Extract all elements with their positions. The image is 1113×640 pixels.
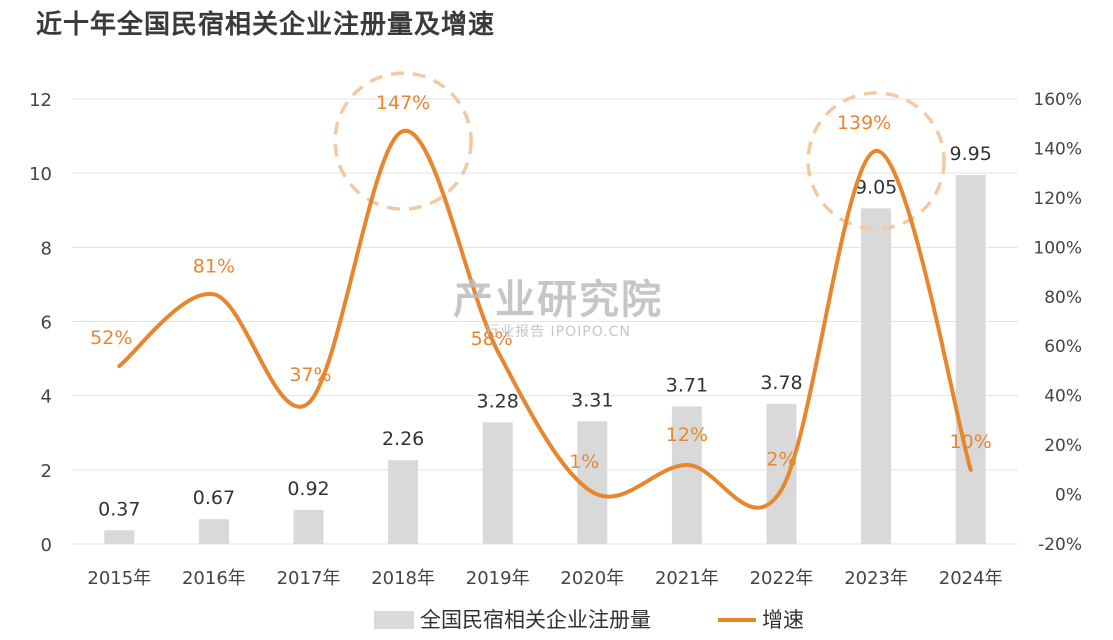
bar [671, 406, 702, 544]
x-tick-label: 2016年 [182, 568, 246, 589]
right-tick-label: 0% [1055, 486, 1082, 506]
x-tick-label: 2017年 [277, 568, 341, 589]
bar [198, 519, 229, 544]
x-tick-label: 2023年 [844, 568, 908, 589]
left-tick-label: 10 [29, 164, 52, 185]
legend-bar-swatch [374, 611, 414, 629]
bar [766, 403, 797, 544]
right-tick-label: -20% [1038, 535, 1082, 555]
growth-value-label: 2% [766, 449, 796, 471]
chart-title: 近十年全国民宿相关企业注册量及增速 [36, 10, 496, 40]
bar-value-label: 3.31 [571, 389, 613, 411]
growth-value-label: 52% [90, 327, 132, 349]
x-tick-label: 2020年 [560, 568, 624, 589]
x-tick-label: 2019年 [466, 568, 530, 589]
x-axis: 2015年 2016年 2017年 2018年 2019年 2020年 2021年 2022年… [87, 568, 1002, 589]
bar-value-label: 9.95 [950, 143, 992, 165]
right-tick-label: 80% [1044, 288, 1082, 308]
line-value-labels: 52% 81% 37% 147% 58% 1% 12% 2% 139% 10% [90, 92, 992, 473]
x-tick-label: 2021年 [655, 568, 719, 589]
bar-series [104, 175, 986, 545]
bar-value-label: 3.78 [760, 372, 802, 394]
growth-value-label: 58% [471, 328, 513, 350]
left-tick-label: 12 [29, 90, 52, 111]
bar-value-label: 0.67 [193, 487, 235, 509]
right-tick-label: 40% [1044, 387, 1082, 407]
line-series [117, 129, 973, 510]
bar [388, 460, 419, 544]
x-tick-label: 2015年 [87, 568, 151, 589]
growth-value-label: 1% [569, 451, 599, 473]
growth-value-label: 147% [376, 92, 430, 114]
bar [293, 509, 324, 544]
left-tick-label: 2 [41, 461, 52, 482]
growth-value-label: 12% [666, 424, 708, 446]
bar-value-label: 0.92 [287, 478, 329, 500]
highlight-circle [806, 91, 946, 231]
bar-value-label: 2.26 [382, 428, 424, 450]
bar [861, 208, 892, 545]
right-tick-label: 60% [1044, 337, 1082, 357]
legend-line-label: 增速 [762, 608, 804, 632]
bar-value-label: 0.37 [98, 498, 140, 520]
left-tick-label: 8 [41, 238, 52, 259]
right-tick-label: 160% [1033, 90, 1082, 110]
bar-value-label: 3.28 [477, 390, 519, 412]
legend-bar-label: 全国民宿相关企业注册量 [420, 608, 651, 632]
growth-value-label: 81% [193, 255, 235, 277]
left-axis: 0 2 4 6 8 10 12 [29, 90, 52, 556]
left-tick-label: 0 [41, 535, 52, 556]
growth-line [117, 129, 973, 510]
highlight-circles [333, 71, 946, 231]
growth-value-label: 139% [837, 112, 891, 134]
left-tick-label: 6 [41, 313, 52, 334]
x-tick-label: 2022年 [750, 568, 814, 589]
right-tick-label: 20% [1044, 436, 1082, 456]
right-tick-label: 140% [1033, 139, 1082, 159]
left-tick-label: 4 [41, 387, 52, 408]
highlight-circle [333, 71, 473, 211]
bar-value-label: 3.71 [666, 374, 708, 396]
bar [104, 530, 135, 544]
growth-value-label: 10% [950, 431, 992, 453]
legend: 全国民宿相关企业注册量 增速 [374, 608, 804, 632]
right-axis: -20% 0% 20% 40% 60% 80% 100% 120% 140% 160% [1033, 90, 1082, 555]
growth-value-label: 37% [289, 364, 331, 386]
bar [955, 175, 986, 545]
bar-value-labels: 0.37 0.67 0.92 2.26 3.28 3.31 3.71 3.78 9.05 9.95 [98, 143, 992, 520]
x-tick-label: 2018年 [371, 568, 435, 589]
bar-value-label: 9.05 [855, 176, 897, 198]
right-tick-label: 100% [1033, 238, 1082, 258]
right-tick-label: 120% [1033, 189, 1082, 209]
bar [482, 422, 513, 544]
x-tick-label: 2024年 [939, 568, 1003, 589]
